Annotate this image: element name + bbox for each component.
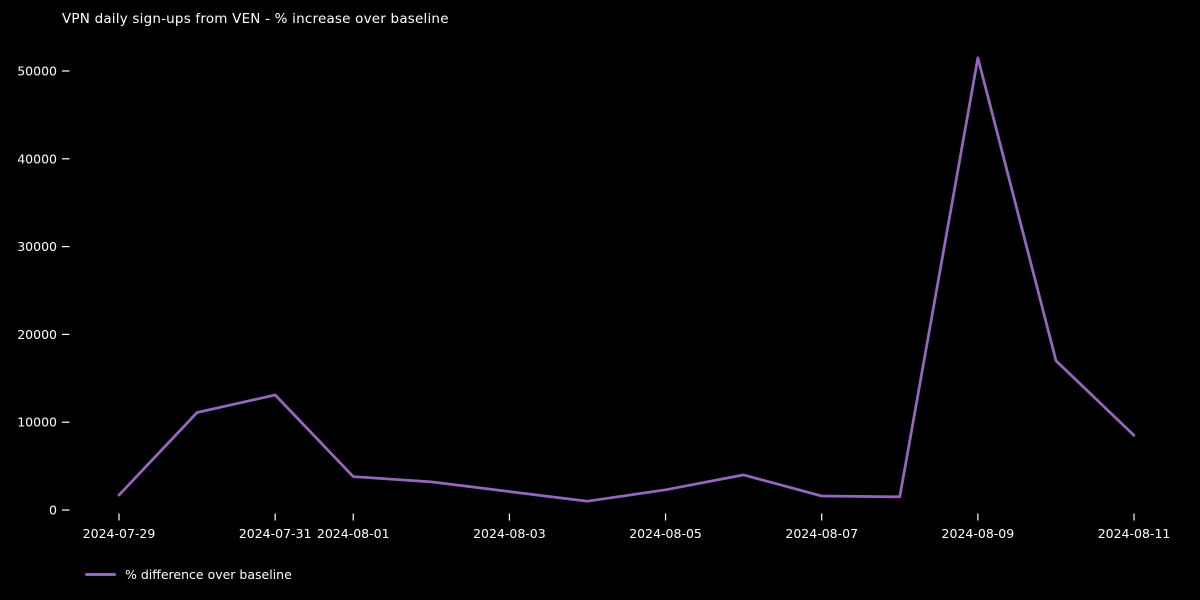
x-axis-tick-label: 2024-08-01 bbox=[317, 526, 390, 541]
x-axis-tick-label: 2024-07-31 bbox=[239, 526, 312, 541]
chart-title: VPN daily sign-ups from VEN - % increase… bbox=[62, 11, 449, 27]
x-axis-tick-label: 2024-08-09 bbox=[942, 526, 1015, 541]
x-axis-tick-label: 2024-08-05 bbox=[629, 526, 702, 541]
legend: % difference over baseline bbox=[85, 567, 292, 582]
y-axis-tick-label: 20000 bbox=[17, 327, 57, 342]
legend-line-swatch bbox=[85, 573, 116, 576]
x-axis-tick-label: 2024-08-07 bbox=[785, 526, 858, 541]
x-axis-tick-label: 2024-08-11 bbox=[1098, 526, 1171, 541]
x-axis-tick-label: 2024-07-29 bbox=[83, 526, 156, 541]
y-axis-tick-label: 50000 bbox=[17, 64, 57, 79]
series-line bbox=[117, 56, 1136, 503]
y-axis-tick-label: 40000 bbox=[17, 151, 57, 166]
legend-label: % difference over baseline bbox=[125, 567, 292, 582]
x-axis-tick-label: 2024-08-03 bbox=[473, 526, 546, 541]
y-axis-tick-label: 0 bbox=[49, 503, 57, 518]
y-axis-tick-label: 10000 bbox=[17, 415, 57, 430]
y-axis-tick-label: 30000 bbox=[17, 239, 57, 254]
